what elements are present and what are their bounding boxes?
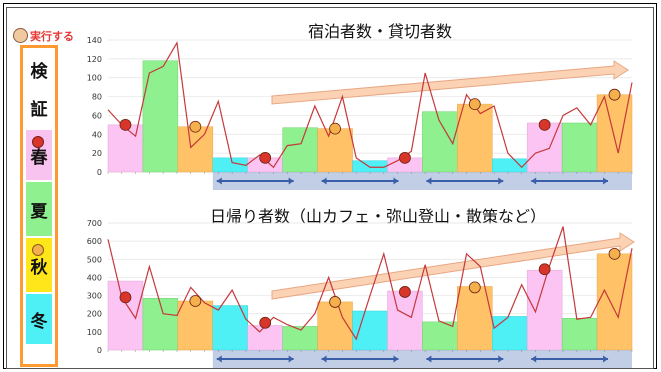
bar [247, 325, 283, 351]
period-arrow-head [531, 355, 537, 363]
season-marker [399, 151, 411, 164]
period-arrow-head [426, 177, 432, 185]
y-tick-label: 20 [92, 149, 102, 158]
bar [142, 60, 179, 173]
season-marker [538, 263, 551, 276]
legend-marker-orange [32, 244, 44, 256]
y-tick-label: 400 [87, 273, 102, 282]
season-marker [119, 291, 132, 304]
bar [561, 122, 598, 173]
trend-arrow [271, 232, 635, 300]
run-label: 実行する [30, 29, 74, 43]
period-arrow-head [216, 355, 222, 363]
y-tick-label: 100 [87, 328, 102, 337]
y-tick-label: 200 [87, 310, 102, 319]
period-arrow-head [498, 355, 504, 363]
trend-arrow [271, 60, 629, 105]
y-tick-label: 140 [87, 36, 102, 45]
y-tick-label: 40 [92, 130, 102, 139]
legend-item-verify-2: 証 [30, 99, 48, 120]
chart-title-overnight: 宿泊者数・貸切者数 [308, 22, 452, 41]
chart-overnight: 宿泊者数・貸切者数 0 20 40 60 80 100 120 140 [87, 22, 633, 190]
season-marker [399, 286, 411, 298]
bar [352, 310, 388, 351]
y-tick-label: 80 [92, 93, 102, 102]
season-marker [329, 296, 341, 308]
series-line [107, 226, 633, 341]
season-marker [119, 118, 132, 131]
bar [457, 103, 493, 173]
y-tick-label: 300 [87, 292, 102, 301]
y-tick-label: 600 [87, 237, 102, 246]
period-arrow-head [288, 177, 294, 185]
bar [492, 158, 528, 173]
bar [142, 298, 179, 351]
period-arrow-head [603, 355, 609, 363]
chart-title-day-trip: 日帰り者数（山カフェ・弥山登山・散策など） [210, 207, 546, 226]
legend-item-winter: 冬 [26, 294, 52, 344]
bar [561, 318, 598, 351]
period-arrow-head [288, 355, 294, 363]
season-marker [259, 151, 272, 164]
legend-item-autumn: 秋 [26, 238, 52, 292]
bar [352, 160, 388, 173]
bar [107, 280, 144, 351]
run-badge[interactable]: 実行する [13, 27, 74, 44]
season-marker [608, 247, 621, 260]
season-marker [259, 316, 272, 329]
season-marker [468, 98, 481, 111]
bar [492, 316, 528, 351]
period-arrow-head [393, 177, 399, 185]
season-legend: 検 証 春 夏 秋 冬 [20, 45, 58, 367]
y-tick-label: 700 [87, 219, 102, 228]
bar [596, 94, 633, 173]
period-arrow-head [321, 355, 327, 363]
season-marker [468, 281, 481, 294]
bar [596, 253, 633, 351]
season-marker [189, 120, 202, 133]
legend-item-verify-1: 検 [30, 61, 48, 82]
legend-item-summer: 夏 [26, 182, 52, 236]
chart-day-trip: 日帰り者数（山カフェ・弥山登山・散策など） 0 100 200 300 400 500 60… [87, 207, 635, 368]
period-arrow-head [498, 177, 504, 185]
series-line [107, 41, 633, 169]
period-arrow-head [321, 177, 327, 185]
y-tick-label: 0 [97, 168, 102, 177]
bar [317, 128, 353, 173]
season-marker [608, 88, 621, 101]
y-tick-label: 100 [87, 74, 102, 83]
axis-strip [212, 350, 633, 368]
period-arrow-head [216, 177, 222, 185]
bar [387, 290, 423, 351]
inner-frame [6, 7, 654, 369]
legend-marker-red [32, 136, 44, 148]
period-arrow-head [393, 355, 399, 363]
avatar-icon [13, 28, 28, 43]
bar [107, 124, 144, 173]
season-marker [538, 118, 551, 131]
bar [177, 300, 214, 351]
axis-strip [212, 172, 633, 190]
bar [212, 305, 248, 351]
legend-item-spring: 春 [26, 130, 52, 180]
season-marker [189, 295, 202, 307]
period-arrow-head [603, 177, 609, 185]
y-tick-label: 120 [87, 55, 102, 64]
y-tick-label: 60 [92, 111, 102, 120]
period-arrow-head [426, 355, 432, 363]
y-tick-label: 0 [97, 346, 102, 355]
season-marker [329, 122, 341, 135]
period-arrow-head [531, 177, 537, 185]
y-tick-label: 500 [87, 255, 102, 264]
bar [282, 127, 318, 173]
bar [177, 126, 214, 173]
